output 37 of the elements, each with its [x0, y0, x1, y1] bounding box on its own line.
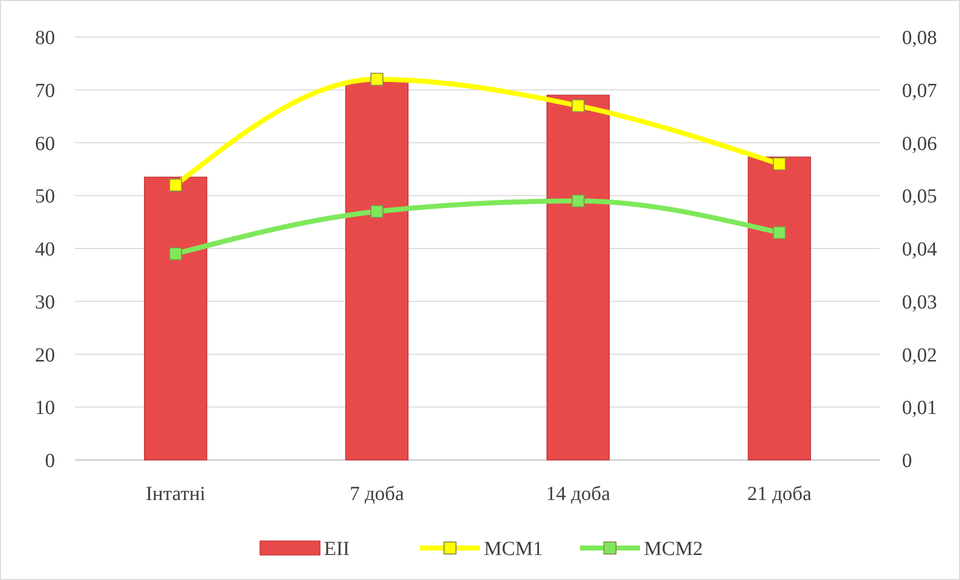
bar: [748, 156, 811, 460]
y2-tick-label: 0,07: [902, 80, 937, 102]
point: [169, 178, 182, 192]
point: [370, 72, 384, 86]
bar: [144, 176, 208, 460]
y2-tick-label: 0,03: [902, 291, 937, 314]
y2-tick-label: 0,04: [902, 238, 937, 260]
point: [572, 194, 585, 208]
legend-label: ЕІІ: [324, 538, 350, 560]
y-tick-label: 0: [45, 450, 55, 472]
bar: [345, 82, 408, 460]
y-tick-label: 40: [35, 238, 55, 260]
y-tick-label: 80: [35, 27, 55, 49]
y2-tick-label: 0,06: [902, 132, 937, 155]
x-tick-label: Інтатні: [146, 483, 206, 505]
point: [169, 247, 182, 260]
y-tick-label: 30: [35, 291, 55, 314]
bar: [546, 94, 610, 460]
y-tick-label: 60: [35, 132, 55, 155]
point: [772, 157, 786, 170]
point: [572, 99, 585, 112]
y-tick-label: 20: [35, 344, 55, 366]
y2-tick-label: 0,08: [902, 27, 937, 49]
point: [772, 226, 786, 240]
x-tick-label: 14 доба: [546, 483, 610, 505]
y2-tick-label: 0,01: [902, 397, 937, 420]
x-tick-label: 21 доба: [747, 483, 812, 505]
y-tick-label: 50: [35, 186, 55, 208]
y2-tick-label: 0,02: [902, 344, 937, 366]
x-tick-label: 7 доба: [350, 483, 404, 505]
y-tick-label: 10: [35, 397, 55, 420]
legend-label: МСМ2: [644, 538, 703, 560]
point: [370, 204, 384, 218]
legend-label: МСМ1: [484, 538, 543, 560]
y2-tick-label: 0: [902, 450, 912, 472]
y2-tick-label: 0,05: [902, 186, 937, 208]
y-tick-label: 70: [35, 80, 55, 102]
